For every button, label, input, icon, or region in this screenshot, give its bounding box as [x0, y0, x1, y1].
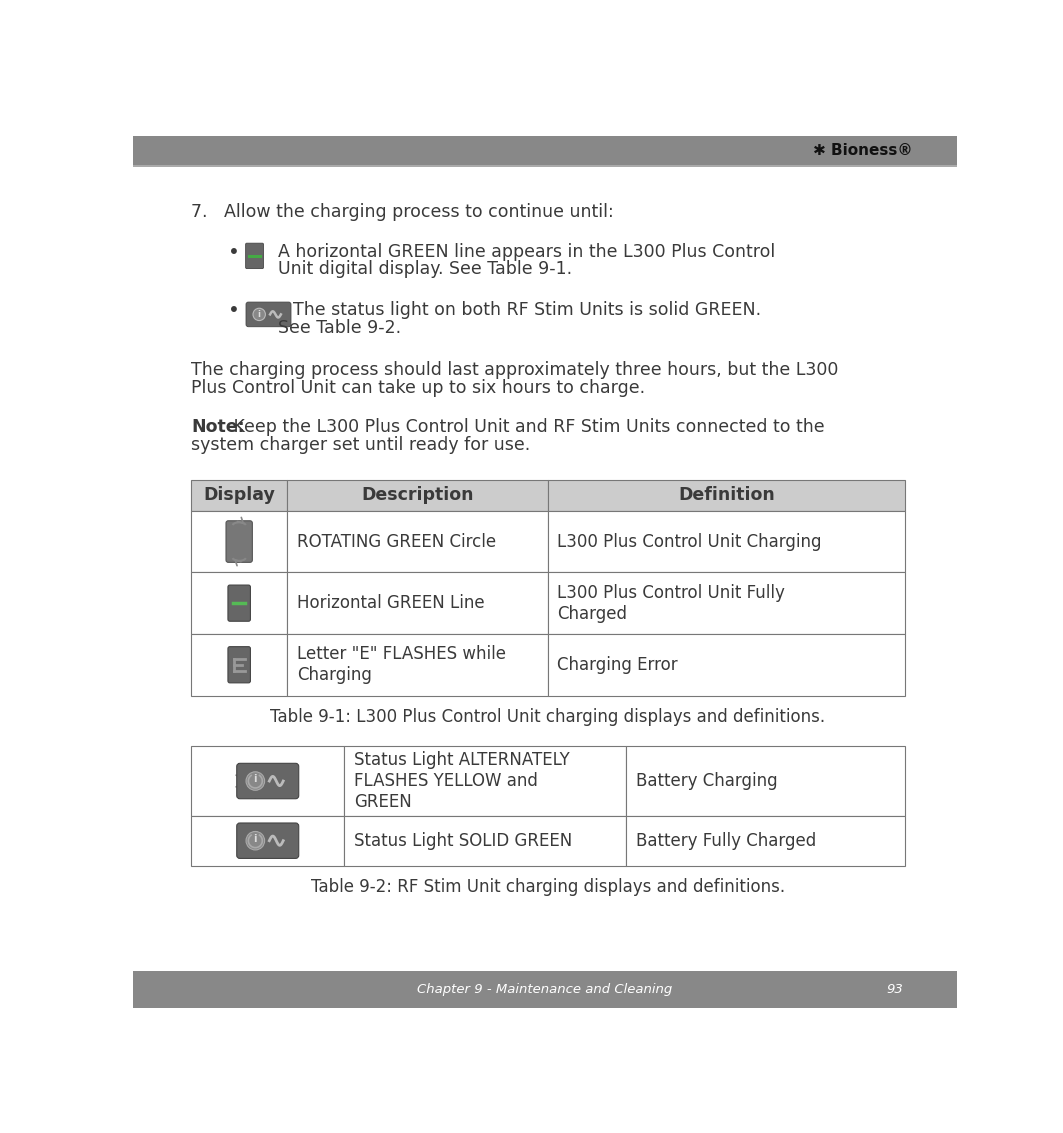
- Circle shape: [246, 772, 265, 791]
- Text: Status Light ALTERNATELY
FLASHES YELLOW and
GREEN: Status Light ALTERNATELY FLASHES YELLOW …: [354, 751, 570, 811]
- Bar: [626, 816, 905, 866]
- Text: The charging process should last approximately three hours, but the L300: The charging process should last approxi…: [191, 361, 839, 380]
- Text: L300 Plus Control Unit Charging: L300 Plus Control Unit Charging: [557, 533, 822, 551]
- Text: L300 Plus Control Unit Fully
Charged: L300 Plus Control Unit Fully Charged: [557, 583, 786, 622]
- Text: system charger set until ready for use.: system charger set until ready for use.: [191, 436, 530, 453]
- Text: Plus Control Unit can take up to six hours to charge.: Plus Control Unit can take up to six hou…: [191, 378, 645, 397]
- Text: Definition: Definition: [678, 486, 775, 504]
- Text: Charging Error: Charging Error: [557, 656, 678, 674]
- FancyBboxPatch shape: [227, 647, 251, 683]
- Text: 7.   Allow the charging process to continue until:: 7. Allow the charging process to continu…: [191, 203, 613, 221]
- Bar: [344, 816, 626, 866]
- Bar: [191, 511, 287, 572]
- Bar: [344, 747, 626, 816]
- Bar: [191, 634, 287, 696]
- Text: i: i: [254, 834, 257, 844]
- Bar: [191, 816, 344, 866]
- Text: Letter "E" FLASHES while
Charging: Letter "E" FLASHES while Charging: [297, 646, 506, 684]
- Text: Keep the L300 Plus Control Unit and RF Stim Units connected to the: Keep the L300 Plus Control Unit and RF S…: [229, 418, 825, 436]
- Circle shape: [253, 308, 266, 321]
- FancyBboxPatch shape: [246, 244, 264, 269]
- Text: Table 9-1: L300 Plus Control Unit charging displays and definitions.: Table 9-1: L300 Plus Control Unit chargi…: [270, 708, 826, 726]
- Text: Battery Fully Charged: Battery Fully Charged: [636, 832, 816, 850]
- FancyBboxPatch shape: [237, 764, 299, 799]
- Bar: [626, 747, 905, 816]
- Text: i: i: [257, 310, 260, 318]
- Text: Display: Display: [203, 486, 275, 504]
- FancyBboxPatch shape: [226, 521, 252, 562]
- Text: Chapter 9 - Maintenance and Cleaning: Chapter 9 - Maintenance and Cleaning: [417, 983, 673, 996]
- Bar: [287, 511, 547, 572]
- Bar: [287, 634, 547, 696]
- Bar: [191, 747, 344, 816]
- Bar: [133, 136, 957, 165]
- Text: Horizontal GREEN Line: Horizontal GREEN Line: [297, 594, 485, 612]
- Bar: [191, 572, 287, 634]
- Text: •: •: [229, 301, 240, 321]
- Text: ✱ Bioness®: ✱ Bioness®: [812, 143, 912, 159]
- Text: Description: Description: [361, 486, 474, 504]
- Text: The status light on both RF Stim Units is solid GREEN.: The status light on both RF Stim Units i…: [293, 301, 761, 320]
- Bar: [287, 480, 547, 511]
- Text: 93: 93: [887, 983, 904, 996]
- FancyBboxPatch shape: [237, 823, 299, 859]
- Text: A horizontal GREEN line appears in the L300 Plus Control: A horizontal GREEN line appears in the L…: [277, 242, 775, 261]
- Bar: [287, 572, 547, 634]
- Text: See Table 9-2.: See Table 9-2.: [277, 318, 401, 337]
- FancyBboxPatch shape: [227, 585, 251, 621]
- Text: Status Light SOLID GREEN: Status Light SOLID GREEN: [354, 832, 572, 850]
- Bar: [133, 971, 957, 1008]
- Bar: [133, 165, 957, 167]
- FancyBboxPatch shape: [246, 303, 291, 326]
- Text: Unit digital display. See Table 9-1.: Unit digital display. See Table 9-1.: [277, 261, 572, 278]
- Bar: [547, 572, 905, 634]
- Text: i: i: [254, 775, 257, 784]
- Bar: [547, 511, 905, 572]
- Text: ROTATING GREEN Circle: ROTATING GREEN Circle: [297, 533, 495, 551]
- Text: Note:: Note:: [191, 418, 244, 436]
- Bar: [547, 480, 905, 511]
- Text: Battery Charging: Battery Charging: [636, 772, 777, 790]
- Bar: [191, 480, 287, 511]
- Bar: [547, 634, 905, 696]
- Circle shape: [246, 832, 265, 850]
- Text: •: •: [229, 242, 240, 262]
- Text: Table 9-2: RF Stim Unit charging displays and definitions.: Table 9-2: RF Stim Unit charging display…: [310, 878, 784, 896]
